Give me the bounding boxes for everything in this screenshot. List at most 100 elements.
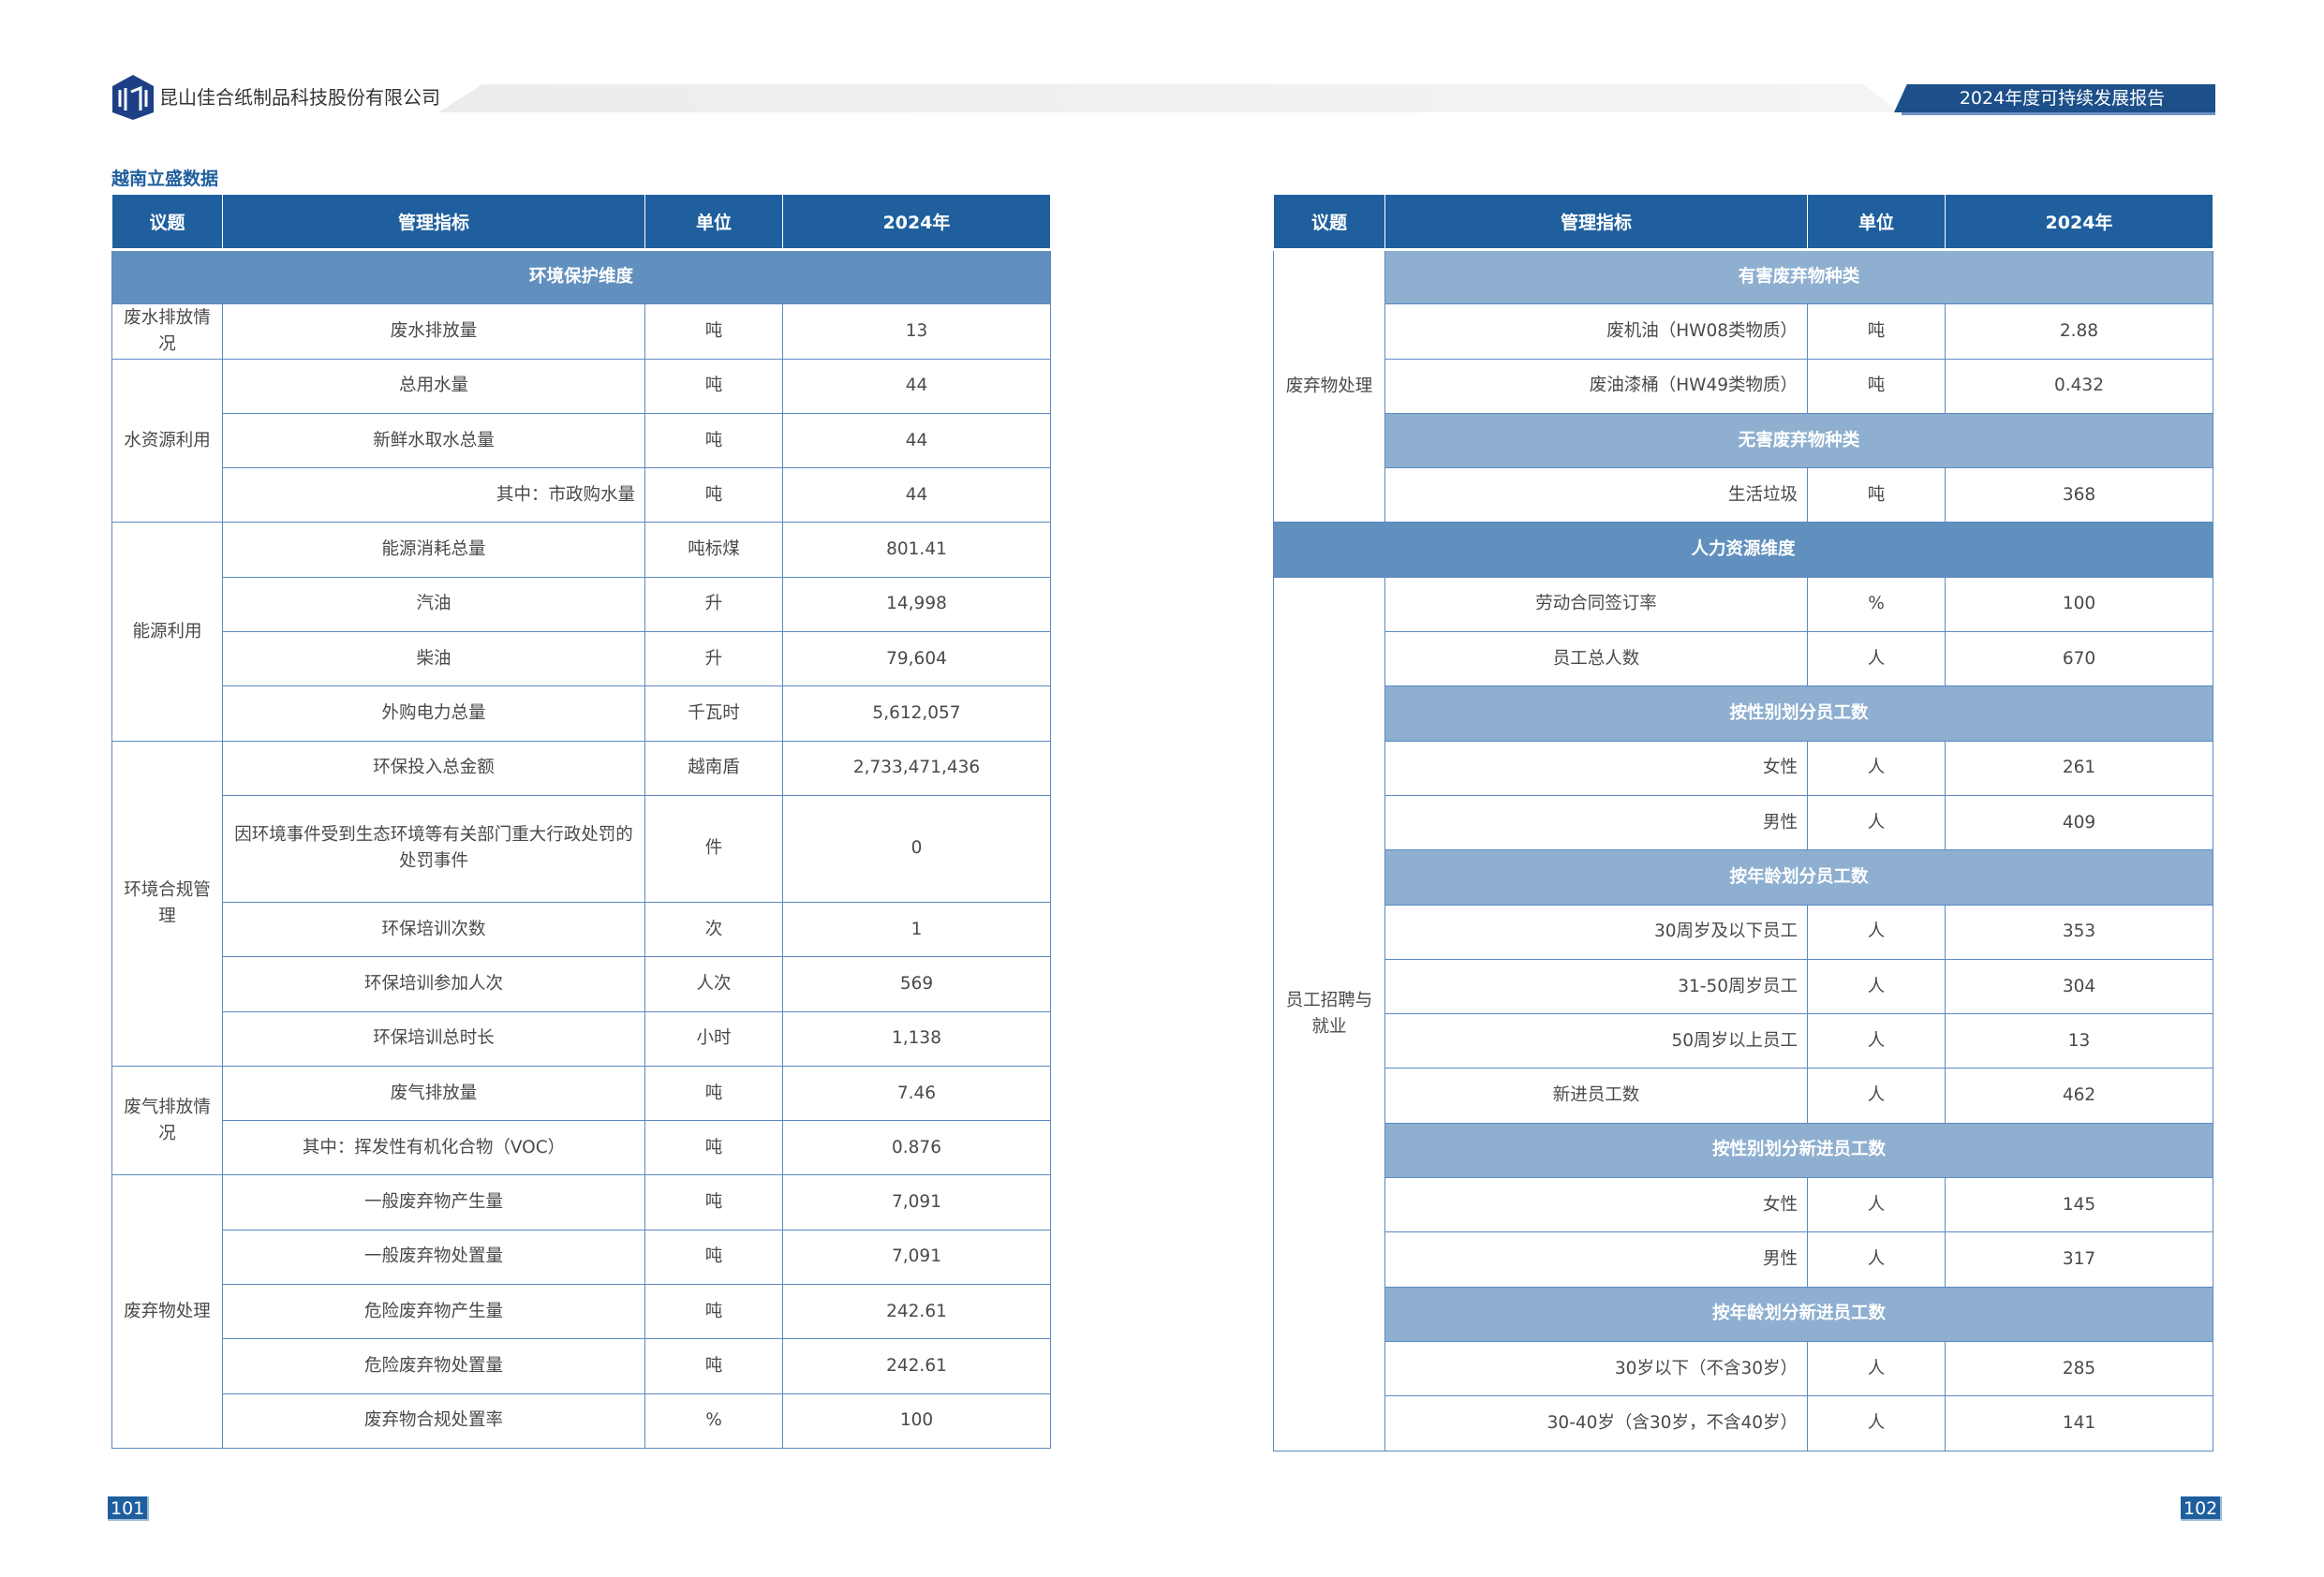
table-row: 水资源利用 总用水量吨 44 — [111, 358, 1051, 523]
value-cell: 5,612,057 — [782, 685, 1051, 742]
indicator-cell: 环保培训参加人次 — [222, 956, 645, 1012]
table-header-row: 议题 管理指标 单位 2024年 — [1273, 194, 2213, 251]
unit-cell: 吨 — [644, 1065, 783, 1122]
unit-cell: 吨 — [644, 1229, 783, 1286]
unit-cell: 千瓦时 — [644, 685, 783, 742]
table-row: 汽油升 14,998 — [112, 576, 1051, 633]
value-cell: 285 — [1945, 1340, 2213, 1397]
table-row: 废油漆桶（HW49类物质）吨 0.432 — [1274, 358, 2213, 414]
indicator-cell: 其中：市政购水量 — [222, 467, 645, 523]
unit-cell: 越南盾 — [644, 740, 783, 796]
column-header-year: 2024年 — [1945, 194, 2213, 251]
subheader-row: 按性别划分员工数 — [1274, 685, 2213, 742]
data-table-right: 议题 管理指标 单位 2024年 废弃物处理 有害废弃物种类 废机油（HW08类物质… — [1273, 194, 2213, 1452]
value-cell: 44 — [782, 467, 1051, 523]
indicator-cell: 50周岁以上员工 — [1384, 1013, 1808, 1069]
indicator-cell: 能源消耗总量 — [222, 522, 645, 578]
value-cell: 261 — [1945, 740, 2213, 796]
indicator-cell: 30-40岁（含30岁，不含40岁） — [1384, 1395, 1808, 1452]
topic-cell: 废弃物处理 — [111, 1174, 223, 1449]
table-row: 废机油（HW08类物质）吨 2.88 — [1274, 303, 2213, 360]
indicator-cell: 新鲜水取水总量 — [222, 412, 645, 469]
indicator-cell: 劳动合同签订率 — [1384, 576, 1808, 633]
value-cell: 409 — [1945, 794, 2213, 851]
unit-cell: 吨标煤 — [644, 522, 783, 578]
value-cell: 569 — [782, 956, 1051, 1012]
table-row: 50周岁以上员工人 13 — [1274, 1013, 2213, 1069]
value-cell: 7,091 — [782, 1229, 1051, 1286]
indicator-cell: 废机油（HW08类物质） — [1384, 303, 1808, 360]
unit-cell: 人 — [1807, 740, 1946, 796]
table-row: 柴油升 79,604 — [112, 631, 1051, 687]
indicator-cell: 女性 — [1384, 1177, 1808, 1233]
value-cell: 2,733,471,436 — [782, 740, 1051, 796]
table-row: 生活垃圾吨 368 — [1274, 467, 2213, 523]
table-row: 30岁以下（不含30岁）人 285 — [1274, 1340, 2213, 1397]
indicator-cell: 柴油 — [222, 631, 645, 687]
unit-cell: 吨 — [644, 358, 783, 414]
subheader-row: 按年龄划分新进员工数 — [1274, 1286, 2213, 1342]
value-cell: 100 — [782, 1393, 1051, 1449]
value-cell: 79,604 — [782, 631, 1051, 687]
topic-cell: 员工招聘与就业 — [1273, 576, 1385, 1452]
table-row: 环境合规管理 环保投入总金额 越南盾 2,733,471,436 — [111, 740, 1051, 1067]
table-row: 30周岁及以下员工人 353 — [1274, 904, 2213, 960]
value-cell: 141 — [1945, 1395, 2213, 1452]
unit-cell: 人 — [1807, 1395, 1946, 1452]
subheader-row: 无害废弃物种类 — [1274, 412, 2213, 469]
indicator-cell: 女性 — [1384, 740, 1808, 796]
unit-cell: 升 — [644, 576, 783, 633]
indicator-cell: 一般废弃物产生量 — [222, 1174, 645, 1231]
value-cell: 13 — [1945, 1013, 2213, 1069]
topic-cell: 废弃物处理 — [1273, 248, 1385, 523]
table-header-row: 议题 管理指标 单位 2024年 — [111, 194, 1051, 251]
unit-cell: 吨 — [1807, 303, 1946, 360]
indicator-cell: 总用水量 — [222, 358, 645, 414]
unit-cell: 吨 — [644, 467, 783, 523]
unit-cell: 人 — [1807, 1340, 1946, 1397]
table-row: 废水排放情况 废水排放量吨 13 — [111, 303, 1051, 360]
indicator-cell: 男性 — [1384, 1231, 1808, 1288]
unit-cell: 人 — [1807, 631, 1946, 687]
subheader-row: 废弃物处理 有害废弃物种类 — [1273, 248, 2213, 523]
indicator-cell: 员工总人数 — [1384, 631, 1808, 687]
company-name: 昆山佳合纸制品科技股份有限公司 — [159, 86, 440, 109]
table-row: 女性人 261 — [1274, 740, 2213, 796]
topic-cell: 废水排放情况 — [111, 303, 223, 360]
subheader-title: 按年龄划分员工数 — [1384, 849, 2213, 906]
unit-cell: 人 — [1807, 1013, 1946, 1069]
topic-cell: 水资源利用 — [111, 358, 223, 523]
table-row: 其中：市政购水量吨 44 — [112, 467, 1051, 523]
unit-cell: 件 — [644, 794, 783, 903]
indicator-cell: 外购电力总量 — [222, 685, 645, 742]
table-row: 环保培训参加人次 人次 569 — [112, 956, 1051, 1012]
unit-cell: 人 — [1807, 904, 1946, 960]
section-row: 环境保护维度 — [111, 248, 1051, 305]
page-number-left: 101 — [108, 1496, 150, 1521]
subheader-title: 有害废弃物种类 — [1384, 248, 2213, 305]
value-cell: 44 — [782, 412, 1051, 469]
value-cell: 7.46 — [782, 1065, 1051, 1122]
indicator-cell: 31-50周岁员工 — [1384, 958, 1808, 1015]
unit-cell: 吨 — [644, 412, 783, 469]
column-header-topic: 议题 — [111, 194, 223, 251]
unit-cell: 人 — [1807, 794, 1946, 851]
report-title-underline — [1902, 112, 2215, 115]
value-cell: 145 — [1945, 1177, 2213, 1233]
header-decorative-bar — [438, 84, 1900, 112]
table-row: 男性人 317 — [1274, 1231, 2213, 1288]
indicator-cell: 30周岁及以下员工 — [1384, 904, 1808, 960]
unit-cell: 吨 — [1807, 358, 1946, 414]
table-row: 男性人 409 — [1274, 794, 2213, 851]
value-cell: 317 — [1945, 1231, 2213, 1288]
table-row: 废气排放情况 废气排放量吨 7.46 — [111, 1065, 1051, 1176]
data-table-left: 议题 管理指标 单位 2024年 环境保护维度 废水排放情况 废水排放量吨 13 水资源… — [111, 194, 1051, 1449]
value-cell: 14,998 — [782, 576, 1051, 633]
indicator-cell: 一般废弃物处置量 — [222, 1229, 645, 1286]
unit-cell: 人 — [1807, 1231, 1946, 1288]
indicator-cell: 汽油 — [222, 576, 645, 633]
table-row: 其中：挥发性有机化合物（VOC）吨 0.876 — [112, 1120, 1051, 1176]
page-number-right: 102 — [2181, 1496, 2223, 1521]
value-cell: 0.432 — [1945, 358, 2213, 414]
table-row: 废弃物合规处置率% 100 — [112, 1393, 1051, 1449]
